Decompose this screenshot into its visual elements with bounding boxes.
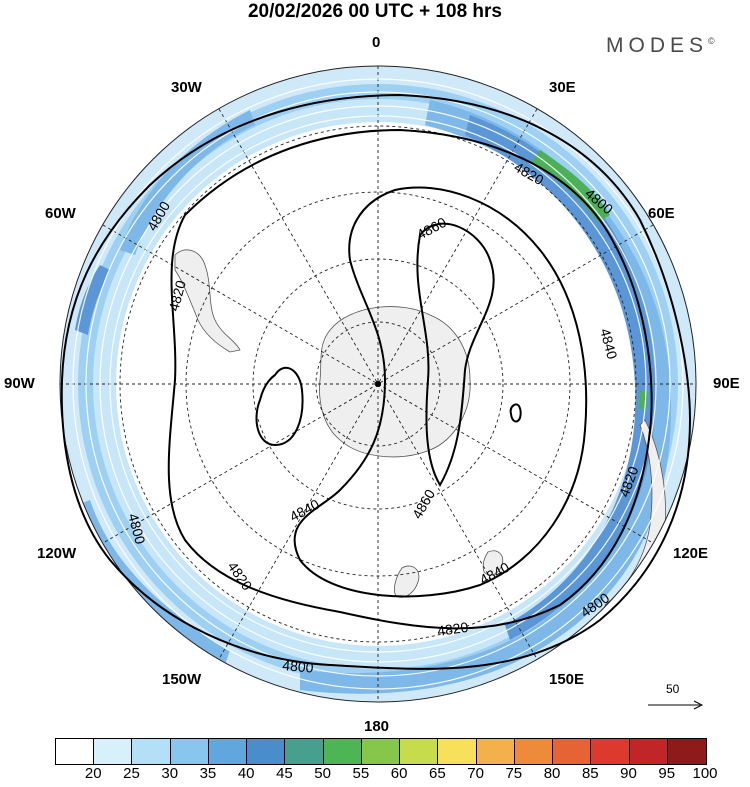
colorbar-tick-label: 75 bbox=[505, 765, 523, 782]
colorbar-tick-label: 60 bbox=[390, 765, 408, 782]
lon-label-150e: 150E bbox=[549, 671, 585, 688]
colorbar-tick-label: 65 bbox=[429, 765, 446, 782]
colorbar-cell bbox=[285, 739, 324, 764]
south-pole-marker bbox=[375, 381, 381, 387]
new-zealand bbox=[394, 565, 420, 598]
wind-streamlines bbox=[72, 78, 684, 690]
colorbar-cell bbox=[247, 739, 286, 764]
colorbar-tick-label: 50 bbox=[314, 765, 331, 782]
lon-label-60w: 60W bbox=[45, 205, 76, 222]
lon-label-120w: 120W bbox=[37, 545, 77, 562]
jet-band-southwest bbox=[78, 500, 230, 665]
colorbar-cell bbox=[323, 739, 362, 764]
contour-label: 4820 bbox=[165, 278, 189, 312]
colorbar-tick-label: 35 bbox=[199, 765, 217, 782]
colorbar-cell bbox=[208, 739, 248, 764]
colorbar-labels: 20 25 30 35 40 45 50 55 60 65 70 75 80 85 90 95 100 bbox=[55, 765, 718, 783]
colorbar-tick-label: 25 bbox=[123, 765, 140, 782]
contour-4860 bbox=[416, 222, 495, 487]
colorbar-tick-label: 100 bbox=[692, 765, 718, 782]
modes-logo: MODES© bbox=[606, 34, 715, 57]
contour-label: 4800 bbox=[125, 512, 149, 546]
colorbar-cell bbox=[438, 739, 477, 764]
colorbar-cell bbox=[476, 739, 515, 764]
lon-label-90w: 90W bbox=[4, 375, 35, 392]
tasmania bbox=[482, 550, 504, 576]
lon-label-0: 0 bbox=[372, 34, 381, 51]
contour-4800 bbox=[60, 93, 692, 670]
contour-label: 4840 bbox=[597, 327, 621, 361]
colorbar-cell bbox=[629, 739, 668, 764]
colorbar-cell bbox=[591, 739, 630, 764]
antarctica bbox=[319, 306, 471, 458]
colorbar bbox=[55, 738, 707, 765]
colorbar-tick-label: 55 bbox=[352, 765, 370, 782]
colorbar-tick-label: 40 bbox=[237, 765, 255, 782]
colorbar-cell bbox=[667, 739, 706, 764]
colorbar-cell bbox=[553, 739, 592, 764]
colorbar-cell bbox=[170, 739, 209, 764]
lon-label-150w: 150W bbox=[162, 671, 202, 688]
colorbar-tick-label: 90 bbox=[620, 765, 637, 782]
colorbar-tick-label: 85 bbox=[581, 765, 599, 782]
contour-4820 bbox=[167, 128, 653, 630]
colorbar-cell bbox=[94, 739, 133, 764]
colorbar-cell bbox=[514, 739, 554, 764]
arrow-right-icon bbox=[648, 700, 704, 710]
colorbar-tick-label: 80 bbox=[543, 765, 561, 782]
map-title: 20/02/2026 00 UTC + 108 hrs bbox=[247, 1, 503, 22]
wind-scale-label: 50 bbox=[666, 682, 680, 696]
contour-lines bbox=[60, 93, 692, 670]
colorbar-cell bbox=[56, 739, 95, 764]
colorbar-tick-label: 45 bbox=[276, 765, 293, 782]
contour-4840 bbox=[293, 186, 588, 598]
colorbar-tick-label: 70 bbox=[467, 765, 484, 782]
colorbar-cell bbox=[132, 739, 171, 764]
colorbar-cell bbox=[361, 739, 401, 764]
contour-low-closed bbox=[255, 366, 304, 447]
contour-small-closed bbox=[509, 403, 522, 423]
lon-label-90e: 90E bbox=[713, 375, 740, 392]
lon-label-120e: 120E bbox=[673, 545, 709, 562]
colorbar-tick-label: 20 bbox=[84, 765, 102, 782]
lon-label-60e: 60E bbox=[648, 205, 675, 222]
lon-label-180: 180 bbox=[364, 718, 390, 735]
colorbar-tick-label: 95 bbox=[658, 765, 676, 782]
lon-label-30w: 30W bbox=[171, 79, 202, 96]
south-america-tip bbox=[174, 249, 241, 353]
contour-label: 4820 bbox=[436, 619, 469, 639]
colorbar-tick-label: 30 bbox=[161, 765, 179, 782]
jet-core-west bbox=[75, 265, 110, 335]
contour-label: 4800 bbox=[282, 657, 315, 676]
colorbar-cell bbox=[400, 739, 439, 764]
lon-label-30e: 30E bbox=[549, 79, 576, 96]
